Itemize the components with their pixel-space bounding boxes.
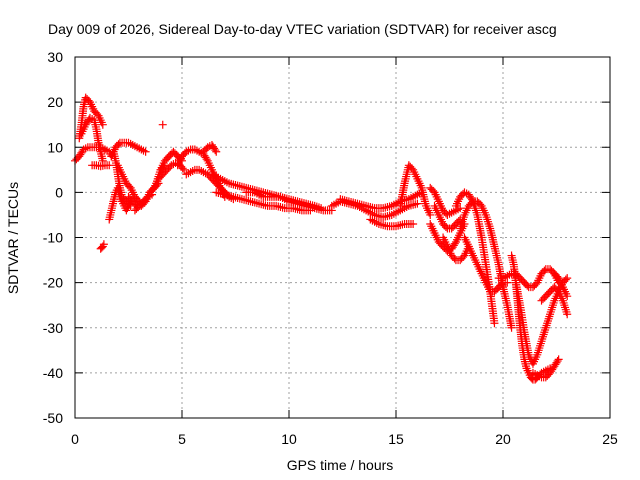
data-point [540,266,549,275]
data-point [497,280,506,289]
y-tick-label: 0 [55,184,63,200]
y-tick-label: -40 [43,365,63,381]
data-point [212,147,221,156]
data-point [490,319,499,328]
data-point [553,357,562,366]
data-point [98,120,107,129]
x-axis-ticks: 0 5 10 15 20 25 [71,57,618,447]
data-points [71,93,572,384]
y-tick-label: 10 [47,139,63,155]
data-point [211,146,220,155]
data-point [409,219,418,228]
data-point [554,355,563,364]
data-point [99,240,108,249]
data-point [160,161,169,170]
data-point [507,323,516,332]
x-tick-label: 0 [71,431,79,447]
y-tick-label: -20 [43,275,63,291]
data-point [105,161,114,170]
data-point [503,278,512,287]
data-point [450,254,459,263]
x-axis-label: GPS time / hours [287,457,394,473]
x-tick-label: 10 [281,431,297,447]
x-tick-label: 5 [178,431,186,447]
data-point [413,199,422,208]
data-point [456,204,465,213]
data-point [467,198,476,207]
y-tick-label: -10 [43,230,63,246]
data-point [563,292,572,301]
data-point [441,222,450,231]
data-point [561,275,570,284]
y-axis-label: SDTVAR / TECUs [5,182,21,294]
data-point [141,147,150,156]
data-point [563,310,572,319]
plot-frame [74,56,611,419]
y-tick-label: 30 [47,49,63,65]
data-point [426,210,435,219]
data-point [563,274,572,283]
y-tick-label: -30 [43,320,63,336]
x-tick-label: 20 [495,431,511,447]
data-point [114,140,123,149]
x-tick-label: 15 [388,431,404,447]
data-point [158,120,167,129]
data-point [523,281,532,290]
y-tick-label: 20 [47,94,63,110]
chart-title: Day 009 of 2026, Sidereal Day-to-day VTE… [48,21,557,37]
data-point [178,164,187,173]
x-tick-label: 25 [602,431,618,447]
y-tick-label: -50 [43,410,63,426]
data-point [180,165,189,174]
y-axis-ticks: -50 -40 -30 -20 -10 0 10 20 30 [43,49,610,426]
data-point [159,162,168,171]
